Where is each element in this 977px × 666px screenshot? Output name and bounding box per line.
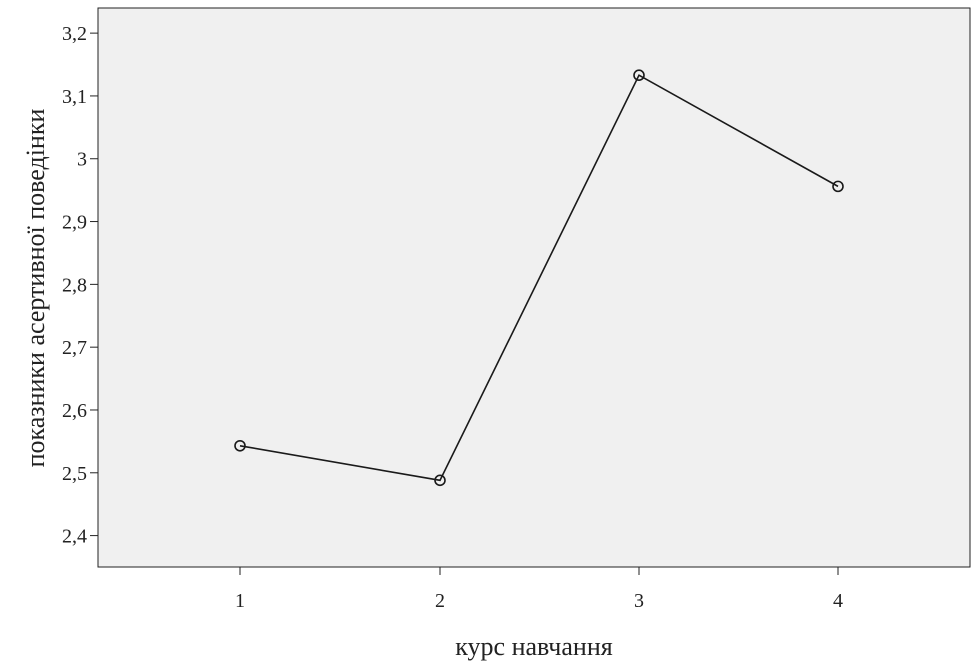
data-point-marker [234,439,246,452]
x-axis-title: курс навчання [455,632,612,661]
x-axis: 1 2 3 4 [235,567,843,612]
y-tick-label: 2,6 [62,400,87,422]
y-axis-title: показники асертивної поведінки [21,109,50,468]
data-point-marker [633,69,645,82]
x-tick-label: 1 [235,590,245,612]
x-tick-label: 4 [833,590,843,612]
y-axis: 2,4 2,5 2,6 2,7 2,8 2,9 3 3,1 3,2 [62,23,98,548]
data-point-marker [832,180,844,193]
y-tick-label: 3,2 [62,23,87,45]
series-line [239,74,839,482]
y-tick-label: 3 [77,149,87,171]
x-tick-label: 3 [634,590,644,612]
y-tick-label: 2,9 [62,212,87,234]
y-tick-label: 2,7 [62,337,87,359]
y-tick-label: 2,5 [62,463,87,485]
series-layer [234,69,844,487]
y-tick-label: 2,4 [62,526,87,548]
x-tick-label: 2 [435,590,445,612]
data-point-marker [434,474,446,487]
y-tick-label: 2,8 [62,274,87,296]
y-tick-label: 3,1 [62,86,87,108]
